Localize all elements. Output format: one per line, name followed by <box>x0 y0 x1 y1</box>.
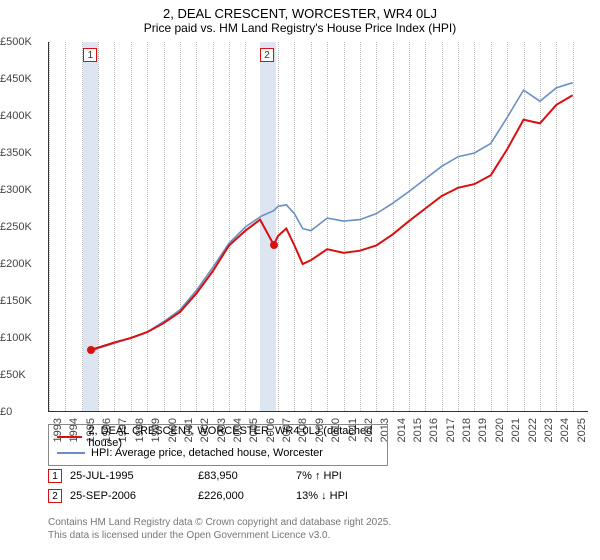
y-tick-label: £250K <box>0 221 45 233</box>
y-tick-label: £150K <box>0 295 45 307</box>
table-row: 1 25-JUL-1995 £83,950 7% ↑ HPI <box>48 466 396 486</box>
legend-label: 2, DEAL CRESCENT, WORCESTER, WR4 0LJ (de… <box>88 425 379 449</box>
sale-pct: 13% ↓ HPI <box>296 490 396 502</box>
sale-marker-box: 2 <box>260 48 274 62</box>
sale-num-box: 2 <box>48 489 62 503</box>
y-tick-label: £0 <box>0 406 45 418</box>
x-tick-label: 2022 <box>527 418 539 442</box>
attribution-footer: Contains HM Land Registry data © Crown c… <box>48 516 391 542</box>
chart-title: 2, DEAL CRESCENT, WORCESTER, WR4 0LJ <box>0 0 600 21</box>
y-tick-label: £400K <box>0 110 45 122</box>
footer-line: This data is licensed under the Open Gov… <box>48 529 391 542</box>
sale-dot <box>87 346 95 354</box>
sale-num-box: 1 <box>48 469 62 483</box>
footer-line: Contains HM Land Registry data © Crown c… <box>48 516 391 529</box>
legend-swatch <box>57 452 85 454</box>
legend-swatch <box>57 436 82 438</box>
table-row: 2 25-SEP-2006 £226,000 13% ↓ HPI <box>48 486 396 506</box>
chart-plot-area: 12 <box>48 42 588 412</box>
sale-dot <box>270 241 278 249</box>
y-tick-label: £50K <box>0 369 45 381</box>
legend: 2, DEAL CRESCENT, WORCESTER, WR4 0LJ (de… <box>48 424 388 466</box>
x-tick-label: 2019 <box>477 418 489 442</box>
sale-marker-box: 1 <box>83 48 97 62</box>
x-tick-label: 2023 <box>543 418 555 442</box>
x-tick-label: 2025 <box>576 418 588 442</box>
x-tick-label: 2024 <box>559 418 571 442</box>
legend-item-property: 2, DEAL CRESCENT, WORCESTER, WR4 0LJ (de… <box>57 429 379 445</box>
chart-subtitle: Price paid vs. HM Land Registry's House … <box>0 21 600 39</box>
sale-price: £226,000 <box>198 490 288 502</box>
chart-lines <box>49 42 588 411</box>
y-tick-label: £200K <box>0 258 45 270</box>
x-tick-label: 2015 <box>412 418 424 442</box>
y-tick-label: £350K <box>0 147 45 159</box>
sale-price: £83,950 <box>198 470 288 482</box>
sale-date: 25-SEP-2006 <box>70 490 190 502</box>
x-tick-label: 2020 <box>494 418 506 442</box>
y-tick-label: £500K <box>0 36 45 48</box>
sale-date: 25-JUL-1995 <box>70 470 190 482</box>
x-tick-label: 2016 <box>428 418 440 442</box>
x-tick-label: 2014 <box>396 418 408 442</box>
x-tick-label: 2018 <box>461 418 473 442</box>
sale-pct: 7% ↑ HPI <box>296 470 396 482</box>
sales-table: 1 25-JUL-1995 £83,950 7% ↑ HPI 2 25-SEP-2006 £… <box>48 466 396 506</box>
y-tick-label: £450K <box>0 73 45 85</box>
x-tick-label: 2021 <box>510 418 522 442</box>
y-tick-label: £300K <box>0 184 45 196</box>
legend-label: HPI: Average price, detached house, Worc… <box>91 447 323 459</box>
x-tick-label: 2017 <box>445 418 457 442</box>
y-tick-label: £100K <box>0 332 45 344</box>
